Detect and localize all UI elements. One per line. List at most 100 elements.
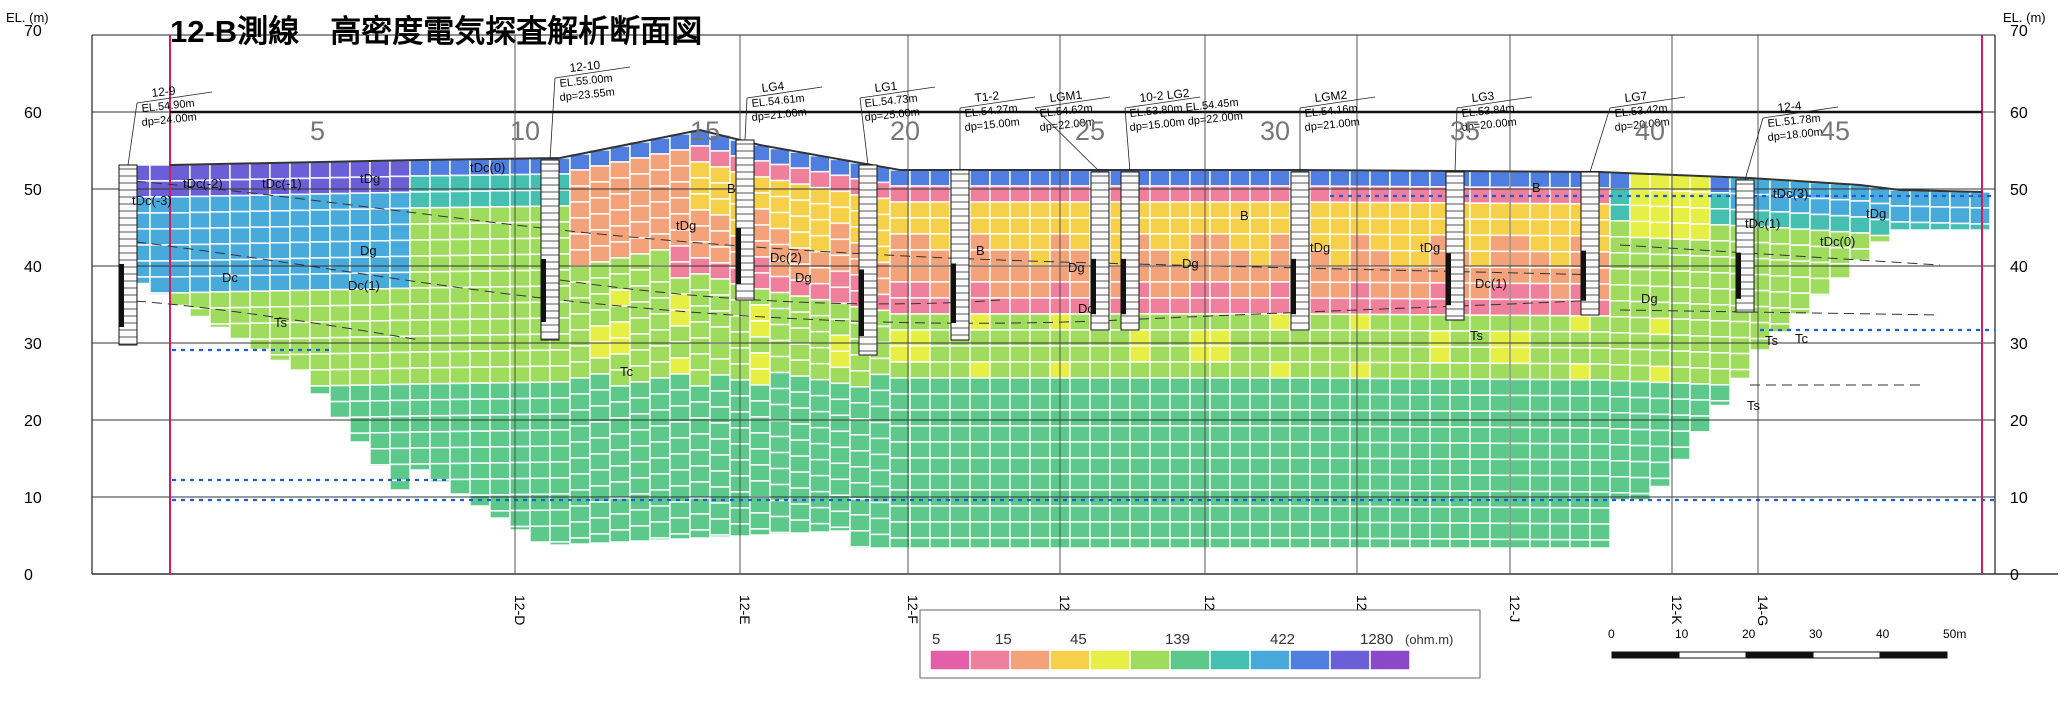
resistivity-cell [1489, 506, 1511, 525]
resistivity-cell [1029, 297, 1051, 315]
resistivity-cell [169, 291, 191, 307]
layer-label: Dg [1068, 260, 1085, 275]
resistivity-cell [1429, 378, 1451, 396]
resistivity-cell [789, 183, 811, 201]
colorbar-swatch [1129, 649, 1171, 671]
resistivity-cell [249, 274, 271, 293]
borehole-leader-line [1124, 107, 1131, 173]
resistivity-cell [1649, 189, 1671, 208]
resistivity-cell [669, 389, 691, 407]
resistivity-cell [1529, 250, 1551, 269]
layer-label: Dc [1078, 301, 1094, 316]
resistivity-cell [1329, 249, 1351, 268]
resistivity-cell [1929, 190, 1951, 208]
resistivity-cell [409, 463, 431, 471]
resistivity-cell [989, 441, 1011, 459]
resistivity-cell [689, 193, 711, 211]
resistivity-cell [1309, 457, 1331, 475]
resistivity-cell [289, 321, 311, 340]
resistivity-cell [909, 313, 931, 331]
layer-label: tDg [1866, 206, 1886, 221]
resistivity-cell [1029, 361, 1051, 379]
resistivity-cell [1169, 297, 1191, 315]
resistivity-cell [1949, 206, 1971, 225]
resistivity-cell [769, 451, 791, 470]
resistivity-cell [989, 457, 1011, 475]
resistivity-cell [1009, 201, 1031, 219]
resistivity-cell [609, 177, 631, 195]
resistivity-cell [1649, 333, 1671, 352]
resistivity-cell [1189, 521, 1211, 539]
resistivity-cell [749, 320, 771, 338]
resistivity-cell [789, 455, 811, 473]
resistivity-cell [649, 265, 671, 283]
resistivity-cell [849, 370, 871, 388]
resistivity-cell [349, 304, 371, 323]
resistivity-cell [1909, 205, 1931, 224]
resistivity-cell [1189, 169, 1211, 187]
resistivity-cell [1609, 411, 1631, 430]
resistivity-cell [1169, 425, 1191, 443]
resistivity-cell [1609, 267, 1631, 286]
resistivity-cell [809, 202, 831, 221]
resistivity-cell [1429, 442, 1451, 460]
resistivity-cell [649, 185, 671, 203]
resistivity-cell [569, 505, 591, 523]
resistivity-cell [1309, 329, 1331, 347]
resistivity-cell [789, 471, 811, 489]
resistivity-cell [489, 302, 511, 320]
resistivity-cell [1689, 319, 1711, 337]
layer-boundary-dashed [119, 299, 421, 341]
resistivity-cell [1649, 317, 1671, 336]
borehole-leader-line [1034, 107, 1101, 173]
resistivity-cell [429, 222, 451, 241]
resistivity-cell [1229, 441, 1251, 459]
resistivity-cell [249, 306, 271, 325]
resistivity-cell [1769, 259, 1791, 277]
resistivity-cell [1069, 489, 1091, 507]
resistivity-cell [1709, 335, 1731, 354]
resistivity-cell [409, 255, 431, 273]
resistivity-cell [1469, 346, 1491, 365]
resistivity-cell [769, 227, 791, 246]
resistivity-cell [689, 289, 711, 307]
resistivity-cell [629, 317, 651, 335]
resistivity-cell [289, 241, 311, 260]
resistivity-cell [849, 530, 871, 548]
resistivity-cell [1409, 202, 1431, 220]
resistivity-cell [1629, 316, 1651, 335]
resistivity-cell [449, 254, 471, 273]
resistivity-cell [1329, 457, 1351, 476]
resistivity-cell [489, 190, 511, 208]
resistivity-cell [1249, 313, 1271, 331]
resistivity-cell [1209, 233, 1231, 251]
resistivity-cell [1449, 474, 1471, 492]
resistivity-cell [769, 531, 791, 535]
borehole-elevation: EL.51.78m [1767, 112, 1821, 129]
resistivity-cell [1329, 441, 1351, 460]
resistivity-cell [1029, 409, 1051, 427]
resistivity-cell [749, 384, 771, 402]
resistivity-cell [689, 529, 711, 539]
resistivity-cell [1009, 169, 1031, 187]
resistivity-cell [749, 512, 771, 530]
resistivity-cell [329, 352, 351, 371]
borehole-depth: dp=18.00m [1767, 126, 1823, 144]
resistivity-cell [1229, 489, 1251, 507]
resistivity-cell [249, 258, 271, 277]
resistivity-cell [1709, 255, 1731, 274]
resistivity-cell [749, 304, 771, 322]
colorbar-label: 139 [1165, 631, 1190, 648]
resistivity-cell [669, 469, 691, 487]
resistivity-cell [809, 314, 831, 333]
resistivity-cell [1569, 523, 1591, 541]
resistivity-cell [1669, 430, 1691, 449]
resistivity-cell [929, 169, 951, 187]
resistivity-cell [589, 389, 611, 407]
resistivity-cell [589, 533, 611, 544]
resistivity-cell [969, 377, 991, 395]
resistivity-cell [1569, 363, 1591, 381]
resistivity-cell [689, 177, 711, 195]
resistivity-cell [429, 414, 451, 433]
resistivity-cell [1129, 489, 1151, 507]
